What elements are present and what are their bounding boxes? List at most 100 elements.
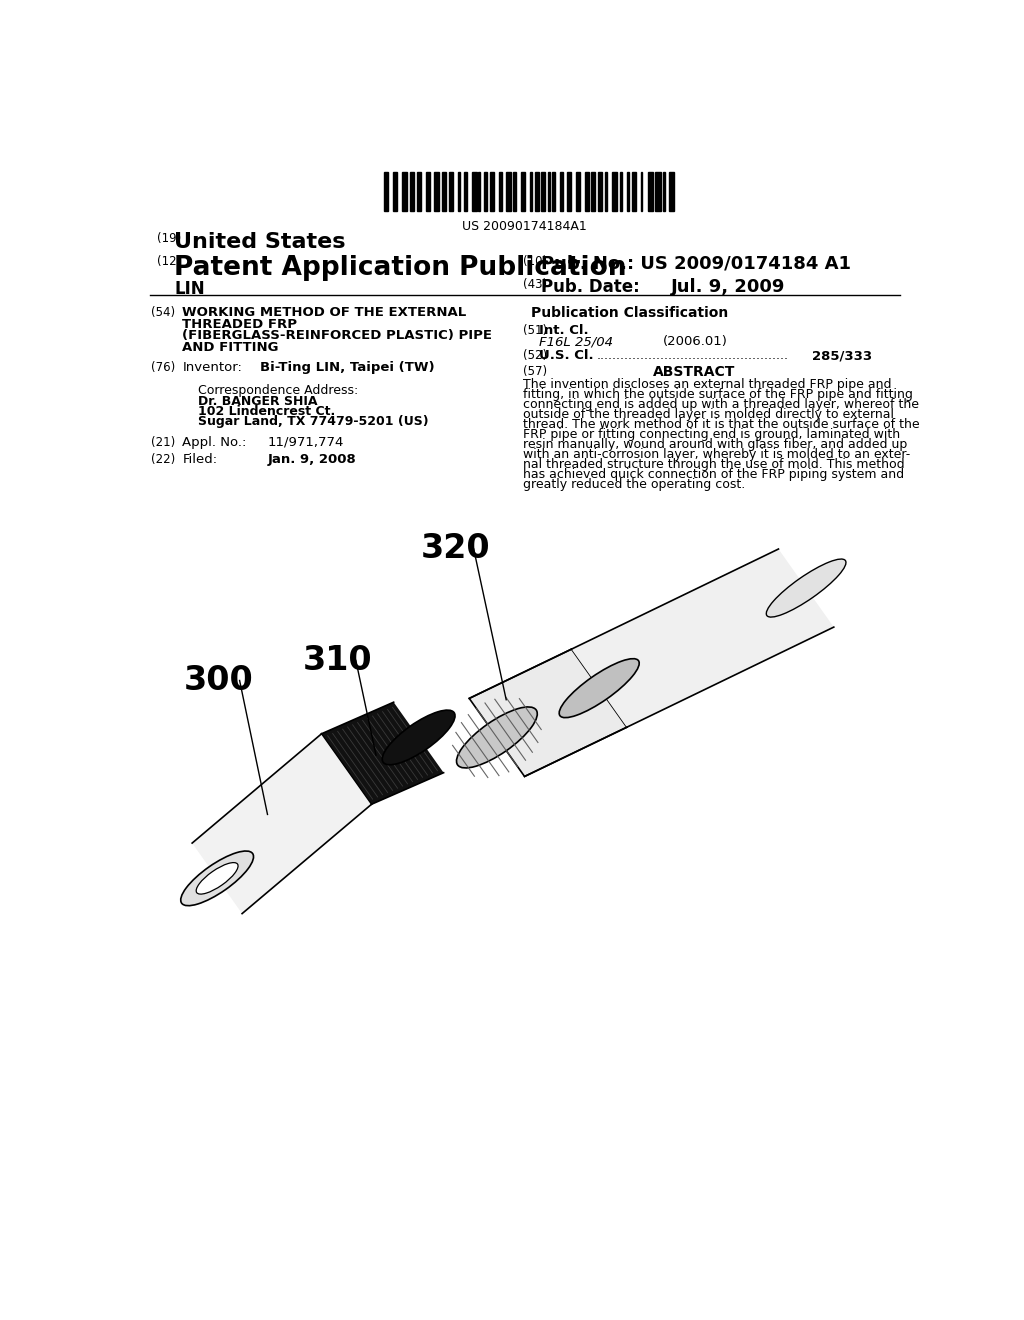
Text: (2006.01): (2006.01) (663, 335, 728, 348)
Text: 285/333: 285/333 (812, 350, 872, 363)
Bar (664, 173, 666, 211)
Text: Publication Classification: Publication Classification (531, 306, 728, 321)
Text: Inventor:: Inventor: (182, 360, 242, 374)
Text: resin manually, wound around with glass fiber, and added up: resin manually, wound around with glass … (523, 438, 907, 451)
Bar (441, 173, 446, 211)
Text: LIN: LIN (174, 280, 205, 298)
Bar (627, 173, 629, 211)
Text: (12): (12) (158, 255, 181, 268)
Bar (465, 173, 467, 211)
Text: (52): (52) (523, 350, 548, 363)
Text: THREADED FRP: THREADED FRP (182, 318, 297, 331)
Text: FRP pipe or fitting connecting end is ground, laminated with: FRP pipe or fitting connecting end is gr… (523, 428, 900, 441)
Bar (489, 173, 495, 211)
Bar (507, 173, 511, 211)
Bar (410, 173, 414, 211)
Text: (51): (51) (523, 323, 548, 337)
Bar (499, 173, 502, 211)
Bar (434, 173, 439, 211)
Bar (604, 173, 607, 211)
Bar (560, 173, 562, 211)
Bar (393, 173, 397, 211)
Text: Jul. 9, 2009: Jul. 9, 2009 (671, 277, 784, 296)
Bar (402, 173, 408, 211)
Ellipse shape (382, 710, 455, 764)
Text: Bi-Ting LIN, Taipei (TW): Bi-Ting LIN, Taipei (TW) (260, 360, 434, 374)
Polygon shape (322, 702, 443, 804)
Bar (535, 173, 539, 211)
Text: connecting end is added up with a threaded layer, whereof the: connecting end is added up with a thread… (523, 397, 920, 411)
Text: (22): (22) (152, 453, 175, 466)
Text: Correspondence Address:: Correspondence Address: (198, 384, 358, 397)
Polygon shape (571, 549, 834, 727)
Text: Pub. Date:: Pub. Date: (541, 277, 640, 296)
Bar (483, 173, 487, 211)
Polygon shape (469, 649, 627, 776)
Text: 11/971,774: 11/971,774 (267, 436, 344, 449)
Text: fitting, in which the outside surface of the FRP pipe and fitting: fitting, in which the outside surface of… (523, 388, 913, 401)
Bar (586, 173, 589, 211)
Bar (548, 173, 550, 211)
Text: greatly reduced the operating cost.: greatly reduced the operating cost. (523, 478, 745, 491)
Bar (670, 173, 674, 211)
Bar (647, 173, 653, 211)
Text: Jan. 9, 2008: Jan. 9, 2008 (267, 453, 356, 466)
Bar (513, 173, 516, 211)
Text: Appl. No.:: Appl. No.: (182, 436, 247, 449)
Text: thread. The work method of it is that the outside surface of the: thread. The work method of it is that th… (523, 418, 920, 430)
Text: Patent Application Publication: Patent Application Publication (174, 255, 627, 281)
Text: has achieved quick connection of the FRP piping system and: has achieved quick connection of the FRP… (523, 469, 904, 480)
Bar (472, 173, 476, 211)
Text: AND FITTING: AND FITTING (182, 341, 279, 354)
Text: 102 Lindencrest Ct.: 102 Lindencrest Ct. (198, 405, 335, 418)
Bar (449, 173, 453, 211)
Text: 300: 300 (183, 664, 254, 697)
Bar (641, 173, 642, 211)
Text: (FIBERGLASS-REINFORCED PLASTIC) PIPE: (FIBERGLASS-REINFORCED PLASTIC) PIPE (182, 330, 493, 342)
Text: Dr. BANGER SHIA: Dr. BANGER SHIA (198, 395, 317, 408)
Bar (426, 173, 430, 211)
Bar (611, 173, 616, 211)
Text: (76): (76) (152, 360, 175, 374)
Text: outside of the threaded layer is molded directly to external: outside of the threaded layer is molded … (523, 408, 894, 421)
Text: Int. Cl.: Int. Cl. (539, 323, 589, 337)
Text: (57): (57) (523, 364, 548, 378)
Ellipse shape (559, 659, 639, 718)
Bar (591, 173, 595, 211)
Text: ................................................: ........................................… (597, 350, 788, 363)
Bar (655, 173, 660, 211)
Text: (10): (10) (523, 255, 548, 268)
Text: 320: 320 (421, 532, 490, 565)
Bar (598, 173, 602, 211)
Bar (417, 173, 421, 211)
Ellipse shape (766, 560, 846, 616)
Text: ABSTRACT: ABSTRACT (652, 364, 735, 379)
Text: (19): (19) (158, 231, 181, 244)
Bar (620, 173, 623, 211)
Bar (632, 173, 636, 211)
Ellipse shape (180, 851, 254, 906)
Bar (478, 173, 480, 211)
Text: (21): (21) (152, 436, 175, 449)
Text: (43): (43) (523, 277, 548, 290)
Bar (384, 173, 388, 211)
Bar (575, 173, 580, 211)
Text: Pub. No.: US 2009/0174184 A1: Pub. No.: US 2009/0174184 A1 (541, 255, 851, 273)
Bar (541, 173, 545, 211)
Text: (54): (54) (152, 306, 175, 319)
Text: WORKING METHOD OF THE EXTERNAL: WORKING METHOD OF THE EXTERNAL (182, 306, 467, 319)
Bar (459, 173, 460, 211)
Text: United States: United States (174, 231, 346, 252)
Bar (552, 173, 555, 211)
Text: F16L 25/04: F16L 25/04 (539, 335, 612, 348)
Bar (530, 173, 531, 211)
Ellipse shape (197, 862, 238, 894)
Text: Filed:: Filed: (182, 453, 217, 466)
Text: 310: 310 (303, 644, 373, 677)
Polygon shape (193, 734, 372, 913)
Text: The invention discloses an external threaded FRP pipe and: The invention discloses an external thre… (523, 378, 892, 391)
Text: US 20090174184A1: US 20090174184A1 (463, 220, 587, 234)
Bar (521, 173, 525, 211)
Text: U.S. Cl.: U.S. Cl. (539, 350, 593, 363)
Bar (567, 173, 571, 211)
